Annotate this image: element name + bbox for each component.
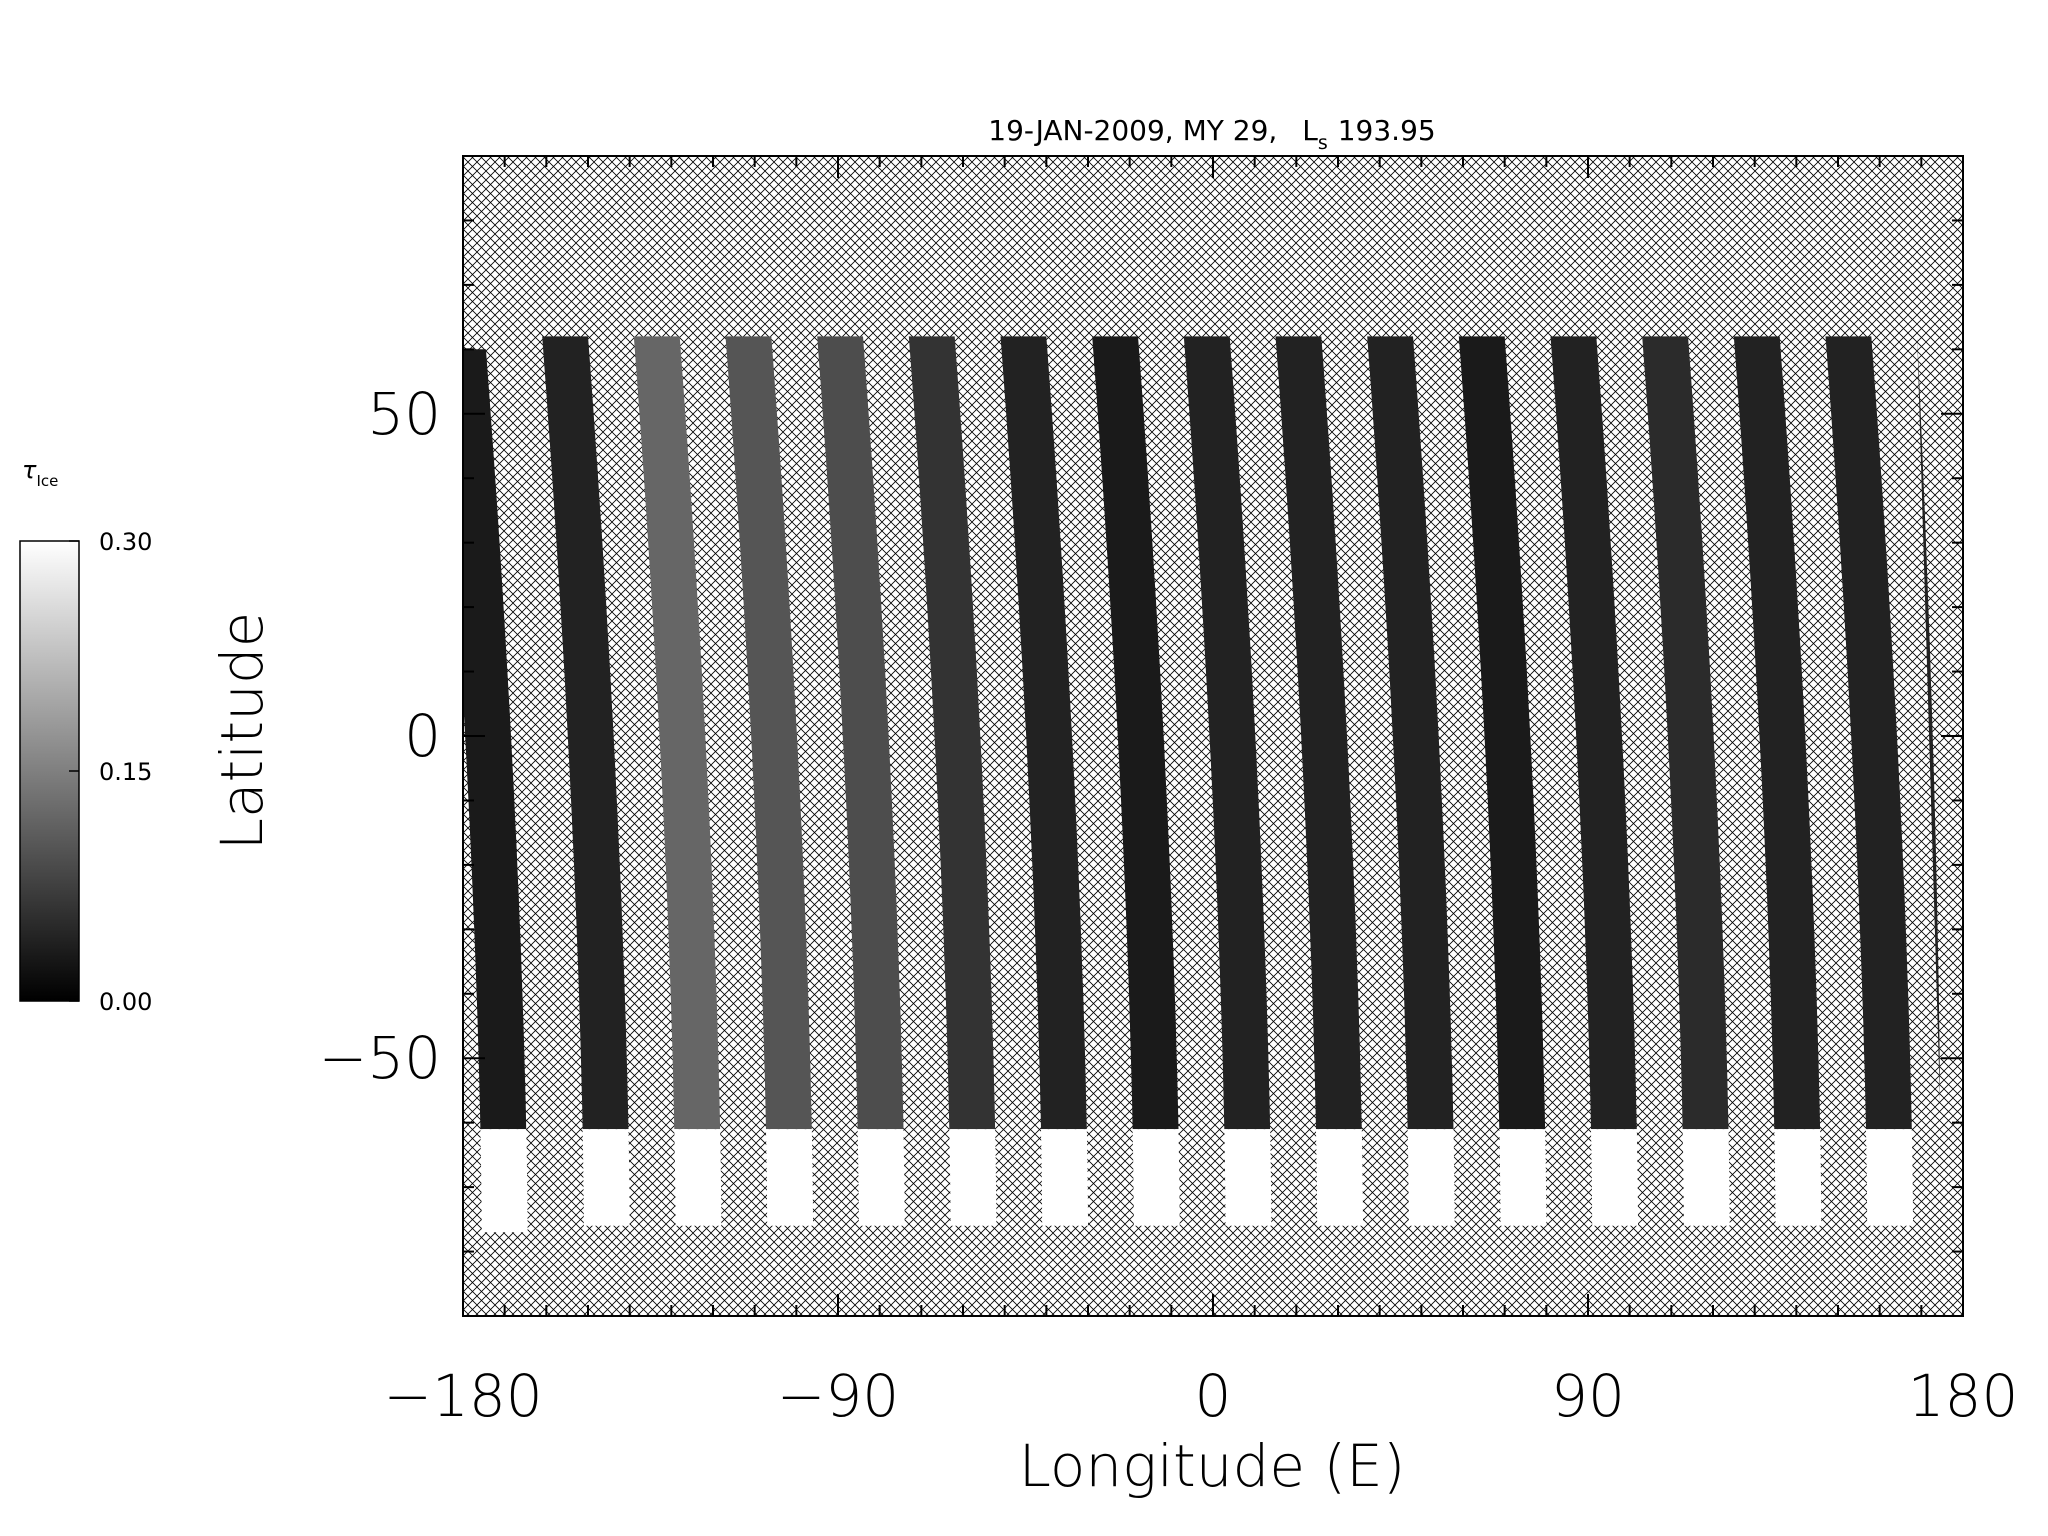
colorbar-tick-label: 0.00 xyxy=(99,988,152,1016)
y-tick-label: 50 xyxy=(367,380,441,448)
x-tick-label: −180 xyxy=(383,1362,542,1430)
swath-polar-cap xyxy=(1407,1129,1455,1226)
swath-17 xyxy=(1917,336,1940,1103)
swath-body xyxy=(1733,336,1821,1130)
swath-1 xyxy=(463,349,528,1233)
y-tick-label: 0 xyxy=(404,702,441,770)
swath-polar-cap xyxy=(674,1129,722,1226)
swath-body xyxy=(817,336,904,1130)
swath-body xyxy=(1367,336,1454,1130)
swath-polar-cap xyxy=(1041,1129,1088,1226)
y-axis-label: Latitude xyxy=(208,612,276,851)
x-tick-label: 0 xyxy=(1195,1362,1232,1430)
swath-2 xyxy=(542,336,630,1226)
x-tick-label: 90 xyxy=(1551,1362,1625,1430)
axis-ticks xyxy=(462,155,1964,1317)
colorbar: τIce 0.00 0.15 0.30 xyxy=(19,456,152,1016)
swath-polar-cap xyxy=(1132,1129,1180,1226)
swath-3 xyxy=(633,336,722,1226)
colorbar-tick-label: 0.30 xyxy=(99,528,152,556)
swath-body xyxy=(908,336,996,1130)
swath-polar-cap xyxy=(857,1129,905,1226)
swath-13 xyxy=(1550,336,1638,1226)
x-tick-label: 180 xyxy=(1908,1362,2019,1430)
y-tick-label: −50 xyxy=(319,1024,441,1092)
swath-4 xyxy=(725,336,813,1226)
swath-body xyxy=(463,349,527,1130)
swath-11 xyxy=(1367,336,1455,1226)
x-axis-label: Longitude (E) xyxy=(1019,1432,1406,1500)
swath-polar-cap xyxy=(1224,1129,1272,1226)
swath-body xyxy=(1092,336,1179,1130)
swath-body xyxy=(1000,336,1087,1130)
swath-polar-cap xyxy=(1774,1129,1822,1226)
swath-polar-cap xyxy=(1866,1129,1913,1226)
swath-polar-cap xyxy=(1682,1129,1730,1226)
swath-8 xyxy=(1092,336,1180,1226)
swath-body xyxy=(725,336,812,1130)
swath-body xyxy=(1458,336,1546,1130)
swath-polar-cap xyxy=(1591,1129,1638,1226)
swath-body xyxy=(1917,336,1940,1103)
swath-10 xyxy=(1275,336,1363,1226)
swath-body xyxy=(1642,336,1729,1130)
swath-polar-cap xyxy=(1316,1129,1363,1226)
swath-body xyxy=(1825,336,1912,1130)
swath-polar-cap xyxy=(582,1129,630,1226)
swath-body xyxy=(1183,336,1271,1130)
swath-polar-cap xyxy=(480,1129,528,1233)
chart-title: 19-JAN-2009, MY 29, Ls 193.95 xyxy=(988,114,1435,154)
swath-polar-cap xyxy=(1499,1129,1547,1226)
colorbar-tick-label: 0.15 xyxy=(99,758,152,786)
swath-polar-cap xyxy=(766,1129,813,1226)
swath-polar-cap xyxy=(949,1129,997,1226)
swath-body xyxy=(633,336,721,1130)
swath-layer xyxy=(463,336,1940,1233)
swath-14 xyxy=(1642,336,1730,1226)
swath-6 xyxy=(908,336,997,1226)
swath-body xyxy=(1550,336,1637,1130)
swath-9 xyxy=(1183,336,1272,1226)
x-tick-label: −90 xyxy=(777,1362,899,1430)
swath-16 xyxy=(1825,336,1913,1226)
swath-7 xyxy=(1000,336,1088,1226)
swath-15 xyxy=(1733,336,1822,1226)
colorbar-label: τIce xyxy=(22,456,58,490)
swath-body xyxy=(542,336,629,1130)
swath-5 xyxy=(817,336,905,1226)
axis-tick-labels: −180 −90 0 90 180 −50 0 50 xyxy=(319,380,2019,1430)
swath-body xyxy=(1275,336,1362,1130)
swath-12 xyxy=(1458,336,1547,1226)
